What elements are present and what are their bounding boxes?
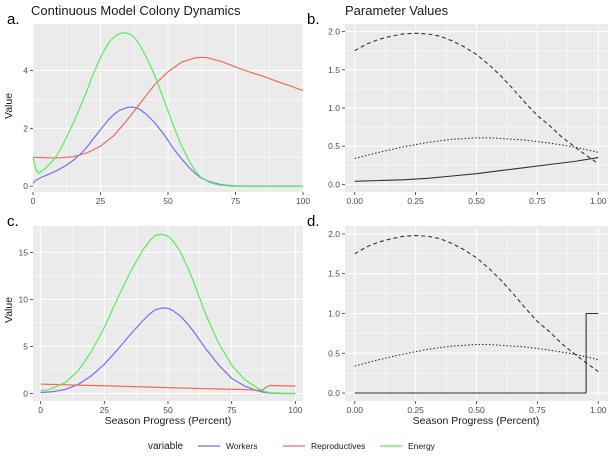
x-tick-label: 1.00 — [590, 196, 607, 206]
x-tick-label: 100 — [288, 405, 302, 415]
y-tick-label: 1.5 — [328, 269, 340, 279]
x-tick-label: 0.75 — [529, 196, 546, 206]
series-line-reproductives — [32, 56, 304, 159]
series-line-dotted — [354, 343, 599, 367]
series-line-solid — [354, 312, 599, 394]
y-tick-label: 2.0 — [328, 229, 340, 239]
y-tick-label: 0 — [23, 388, 28, 398]
x-tick-label: 25 — [100, 405, 110, 415]
x-tick-label: 0.25 — [407, 196, 424, 206]
legend: variable Workers Reproductives Energy — [148, 441, 436, 452]
chart-title: Continuous Model Colony Dynamics — [31, 3, 241, 18]
y-tick-label: 0.0 — [328, 388, 340, 398]
x-axis-label-d: Season Progress (Percent) — [413, 415, 540, 427]
y-axis-label-c: Value — [3, 297, 15, 323]
series-line-dashed — [354, 32, 599, 165]
panel-label-c: c. — [7, 213, 19, 230]
series-line-energy — [32, 32, 303, 187]
x-tick-label: 0 — [38, 405, 43, 415]
legend-title: variable — [148, 441, 183, 452]
y-axis-label-a: Value — [3, 93, 15, 119]
x-tick-label: 50 — [163, 405, 173, 415]
x-tick-label: 1.00 — [590, 405, 607, 415]
x-tick-label: 0.50 — [468, 405, 485, 415]
x-tick-label: 25 — [96, 196, 106, 206]
panel-label-a: a. — [7, 11, 20, 28]
y-tick-label: 0.5 — [328, 141, 340, 151]
legend-label-reproductives: Reproductives — [311, 441, 365, 451]
panel-d: 0.00 0.25 0.50 0.75 1.00 0.0 0.5 1.0 1.5 2.0 — [328, 226, 608, 415]
y-tick-label: 1.0 — [328, 309, 340, 319]
panel-label-d: d. — [307, 213, 320, 230]
y-tick-label: 0.5 — [328, 348, 340, 358]
x-tick-label: 0.50 — [468, 196, 485, 206]
x-tick-label: 100 — [296, 196, 310, 206]
series-line-dashed — [354, 234, 599, 373]
y-tick-label: 4 — [23, 65, 28, 75]
x-tick-label: 0.75 — [529, 405, 546, 415]
x-tick-label: 75 — [231, 196, 241, 206]
y-tick-label: 0.0 — [328, 179, 340, 189]
series-line-dotted — [354, 137, 599, 159]
x-tick-label: 0.25 — [407, 405, 424, 415]
y-tick-label: 10 — [19, 294, 29, 304]
legend-label-workers: Workers — [226, 441, 258, 451]
y-tick-label: 5 — [23, 341, 28, 351]
y-tick-label: 2 — [23, 123, 28, 133]
series-line-energy — [40, 233, 296, 395]
panel-label-b: b. — [307, 11, 320, 28]
x-tick-label: 75 — [227, 405, 237, 415]
x-tick-label: 0 — [31, 196, 36, 206]
x-tick-label: 0.00 — [346, 405, 363, 415]
y-tick-label: 15 — [19, 247, 29, 257]
legend-label-energy: Energy — [408, 441, 436, 451]
panel-b: 0.00 0.25 0.50 0.75 1.00 0.0 0.5 1.0 1.5 2.0 — [328, 24, 608, 206]
series-line-reproductives — [40, 383, 296, 392]
x-tick-label: 0.00 — [346, 196, 363, 206]
y-tick-label: 1.5 — [328, 65, 340, 75]
x-axis-label-c: Season Progress (Percent) — [105, 415, 232, 427]
panel-a: 0 25 50 75 100 0 2 4 — [23, 24, 310, 206]
y-tick-label: 1.0 — [328, 103, 340, 113]
x-tick-label: 50 — [163, 196, 173, 206]
series-line-solid — [354, 157, 599, 182]
y-tick-label: 0 — [23, 181, 28, 191]
y-tick-label: 2.0 — [328, 27, 340, 37]
panel-c: 0 25 50 75 100 0 5 10 15 — [19, 226, 303, 415]
panel-title-b: Parameter Values — [345, 3, 449, 18]
